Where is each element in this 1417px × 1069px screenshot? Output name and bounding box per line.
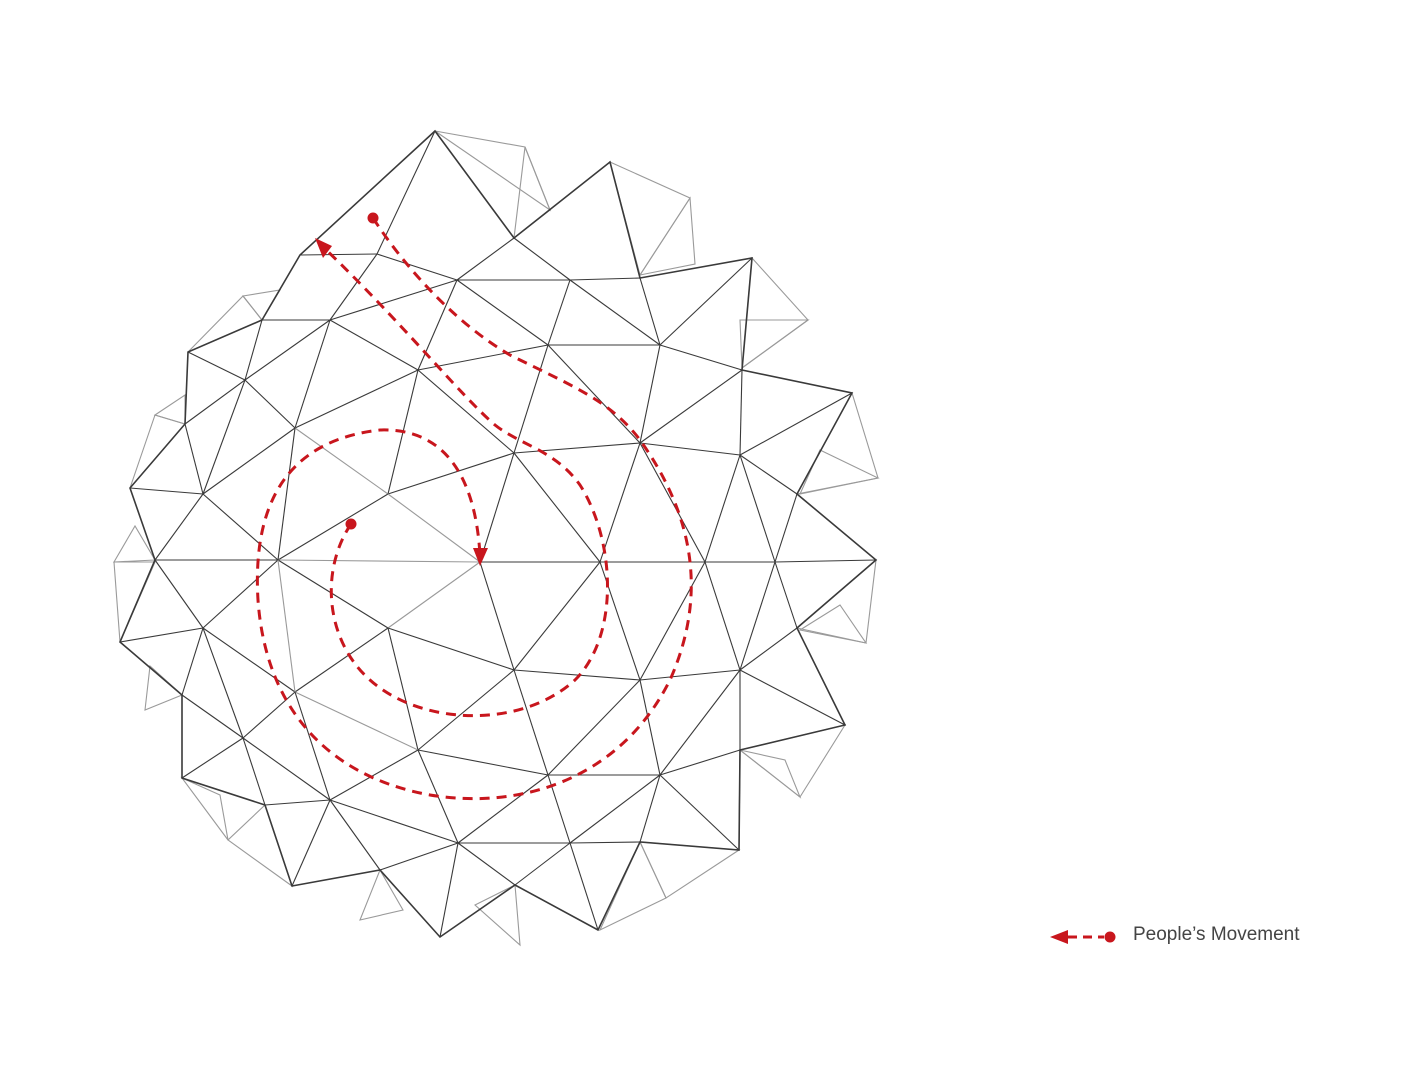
movement-path-outer (255, 217, 693, 801)
movement-start-dot-top (367, 212, 379, 224)
triangulated-lattice (119, 130, 877, 938)
legend: People’s Movement (1050, 924, 1300, 945)
movement-path-inner (318, 242, 609, 718)
movement-arrowhead-center (473, 548, 488, 566)
movement-paths (255, 217, 693, 801)
outer-fold-triangles (113, 130, 880, 947)
movement-arrowhead-top-left (315, 238, 332, 258)
legend-label: People’s Movement (1133, 924, 1300, 945)
dashed-arrow-with-dot-icon (1050, 930, 1116, 944)
outer-boundary (119, 129, 878, 939)
movement-start-dot-inner (345, 518, 357, 530)
